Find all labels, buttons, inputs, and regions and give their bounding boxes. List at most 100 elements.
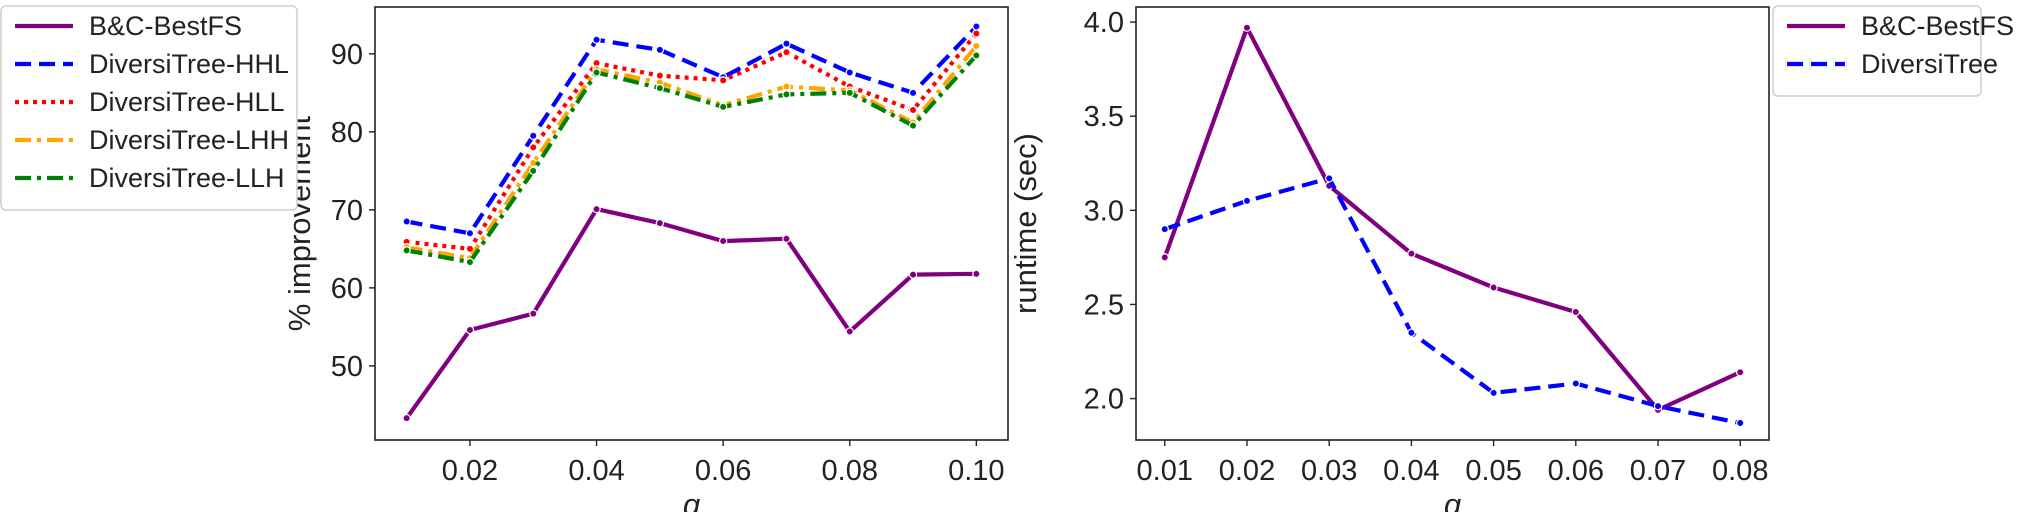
legend-entry: B&C-BestFS (89, 11, 242, 41)
data-point (1324, 174, 1334, 183)
data-point (718, 102, 728, 112)
data-point (1407, 249, 1416, 258)
data-point (908, 121, 918, 130)
x-tick-label: 0.08 (1712, 455, 1768, 487)
legend-entry: DiversiTree-HLL (89, 87, 285, 117)
y-tick-label: 2.5 (1084, 289, 1124, 321)
data-point (1160, 253, 1169, 262)
legend: B&C-BestFS DiversiTree-HHL DiversiTree-HLL… (0, 5, 298, 211)
series-line-diversitree (1164, 176, 1741, 426)
data-point (592, 68, 601, 77)
data-point (782, 90, 791, 99)
data-point (972, 51, 981, 60)
y-tick-label: 80 (331, 117, 363, 149)
x-tick-label: 0.02 (1219, 455, 1275, 487)
y-tick-label: 2.0 (1084, 384, 1124, 416)
data-point (845, 68, 854, 77)
data-point (465, 229, 475, 238)
series-line-b-c-bestfs (1162, 25, 1742, 412)
data-point (592, 204, 601, 214)
data-point (529, 158, 538, 168)
data-point (972, 22, 981, 31)
legend-box (1772, 5, 1982, 97)
y-tick-label: 4.0 (1084, 7, 1124, 39)
data-point (1571, 379, 1581, 388)
data-point (402, 413, 411, 423)
y-tick-label: 60 (331, 273, 363, 305)
plot-frame (1135, 6, 1770, 441)
x-tick-label: 0.04 (1383, 455, 1439, 487)
data-point (465, 325, 475, 335)
x-axis-label: q (683, 487, 701, 512)
data-point (1571, 307, 1581, 317)
legend-entry: DiversiTree (1861, 49, 1998, 79)
y-tick-label: 3.5 (1084, 101, 1124, 133)
data-point (402, 217, 411, 226)
data-point (782, 39, 791, 48)
x-tick-label: 0.06 (695, 455, 751, 487)
y-tick-label: 50 (331, 351, 363, 383)
data-point (1736, 368, 1745, 377)
x-axis-label: q (1444, 487, 1462, 512)
data-point (529, 131, 538, 140)
y-tick-label: 3.0 (1084, 195, 1124, 227)
data-point (1736, 418, 1745, 428)
x-tick-label: 0.10 (948, 455, 1004, 487)
data-point (465, 244, 475, 254)
data-point (655, 71, 665, 80)
series-line-diversitree-lhh (406, 44, 979, 261)
x-tick-label: 0.06 (1548, 455, 1604, 487)
data-point (655, 45, 665, 55)
data-point (402, 246, 411, 255)
series-line-diversitree-llh (406, 53, 978, 265)
data-point (1242, 23, 1252, 32)
data-point (718, 76, 728, 85)
plot-frame (374, 6, 1009, 441)
data-point (845, 327, 854, 336)
data-point (972, 29, 981, 38)
data-point (782, 48, 791, 57)
x-tick-label: 0.08 (822, 455, 878, 487)
legend-entry: DiversiTree-HHL (89, 49, 289, 79)
right-chart: 0.01 0.02 0.03 0.04 0.05 0.06 0.07 0.08 2.0 2.5 3.… (1008, 5, 2014, 512)
y-axis-label: runtime (sec) (1008, 133, 1043, 314)
data-point (908, 88, 918, 98)
data-point (1160, 224, 1169, 234)
x-tick-label: 0.02 (442, 455, 498, 487)
data-point (782, 234, 791, 243)
legend: B&C-BestFS DiversiTree (1772, 5, 2014, 97)
data-point (592, 35, 601, 44)
data-point (655, 218, 665, 228)
x-tick-label: 0.03 (1301, 455, 1357, 487)
data-point (529, 309, 538, 318)
legend-box (0, 5, 298, 211)
legend-entry: DiversiTree-LHH (89, 125, 289, 155)
data-point (908, 270, 918, 279)
data-point (655, 83, 665, 93)
data-point (845, 88, 854, 98)
data-point (529, 143, 538, 152)
data-point (1407, 328, 1416, 337)
data-point (1653, 401, 1663, 411)
data-point (718, 236, 728, 246)
data-point (972, 269, 981, 279)
data-point (1242, 196, 1252, 206)
series-line-diversitree-hhl (406, 25, 978, 236)
data-point (908, 105, 918, 115)
y-tick-label: 90 (331, 39, 363, 71)
y-tick-label: 70 (331, 195, 363, 227)
data-point (529, 166, 538, 176)
data-point (1489, 283, 1498, 292)
x-tick-label: 0.04 (568, 455, 624, 487)
data-point (1489, 388, 1498, 398)
x-tick-label: 0.01 (1137, 455, 1193, 487)
data-point (972, 41, 981, 51)
series-line-b-c-bestfs (404, 207, 977, 420)
data-point (782, 82, 791, 91)
x-tick-label: 0.05 (1465, 455, 1521, 487)
legend-entry: DiversiTree-LLH (89, 163, 285, 193)
x-tick-label: 0.07 (1630, 455, 1686, 487)
data-point (465, 257, 475, 267)
